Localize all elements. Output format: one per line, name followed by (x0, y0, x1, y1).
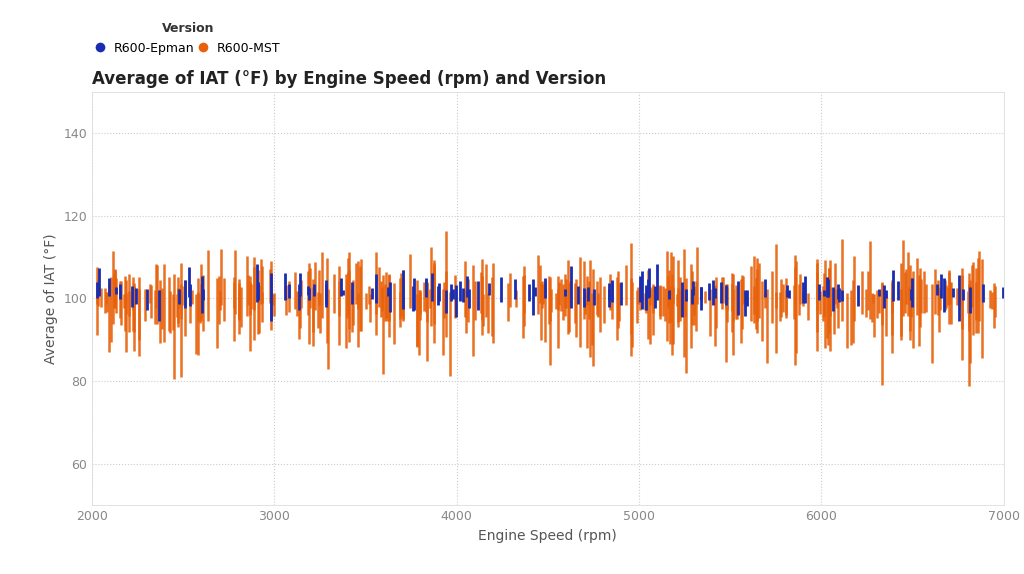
Legend: R600-Epman, R600-MST: R600-Epman, R600-MST (92, 17, 285, 60)
Text: Average of IAT (°F) by Engine Speed (rpm) and Version: Average of IAT (°F) by Engine Speed (rpm… (92, 69, 606, 87)
X-axis label: Engine Speed (rpm): Engine Speed (rpm) (478, 529, 617, 542)
Y-axis label: Average of IAT (°F): Average of IAT (°F) (44, 233, 58, 364)
